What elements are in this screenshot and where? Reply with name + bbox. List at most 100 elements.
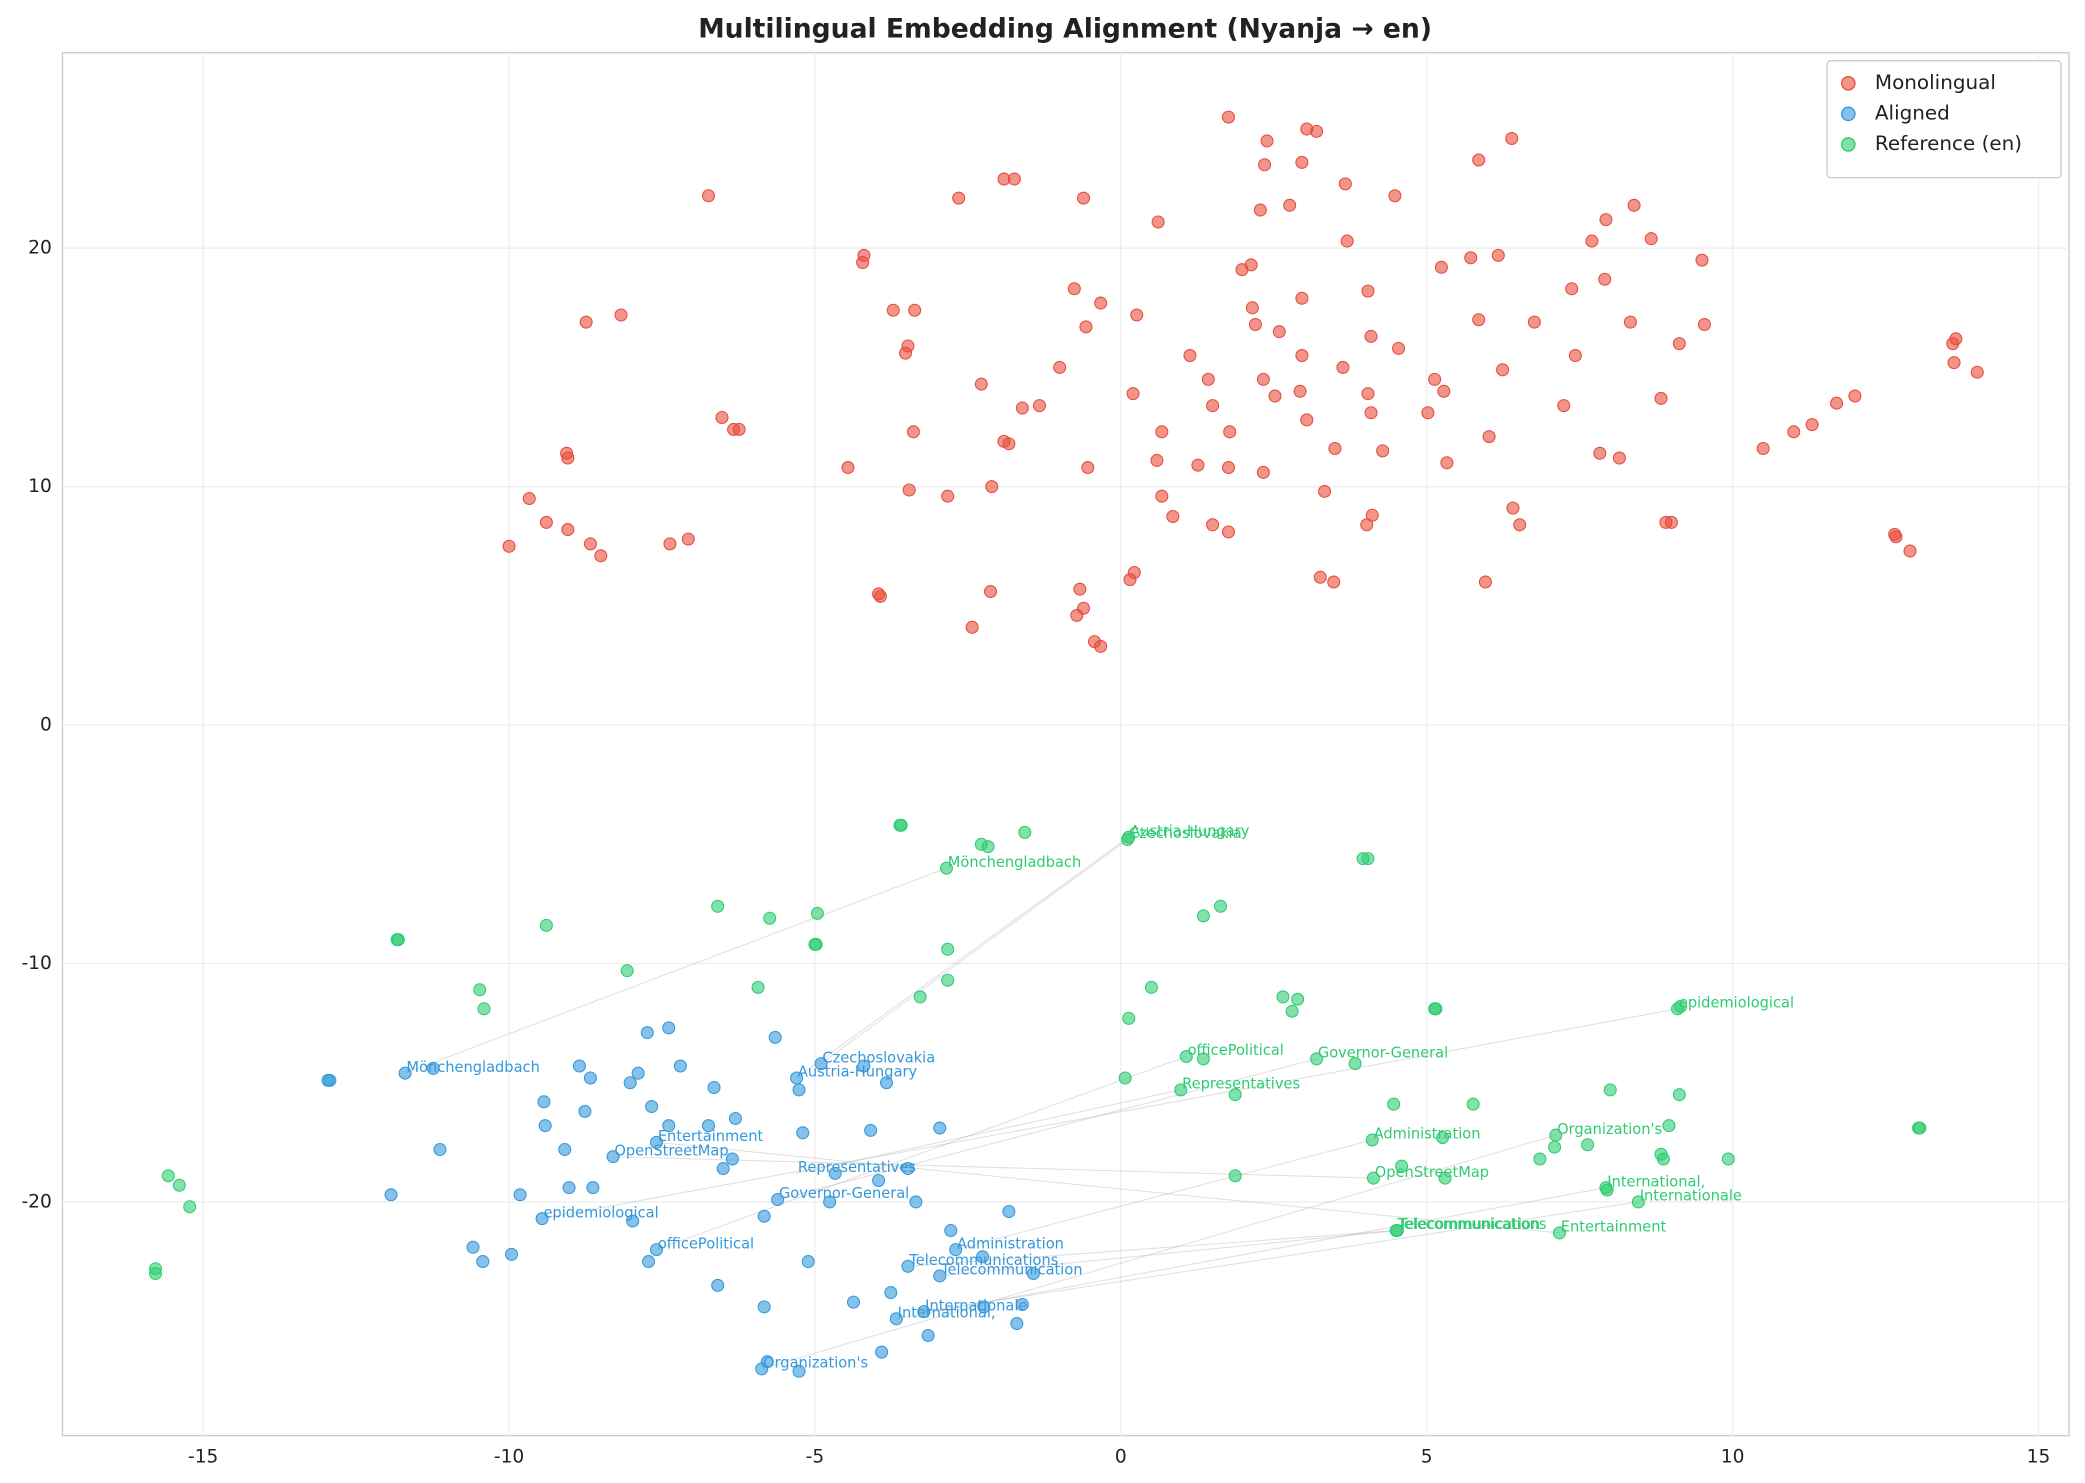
point: [1221, 461, 1236, 475]
point: [640, 1026, 654, 1040]
alignment-line: [820, 839, 1128, 1065]
point: [1291, 992, 1305, 1006]
aligned-label: International,: [898, 1304, 996, 1321]
point: [384, 1188, 398, 1202]
point: [711, 1278, 725, 1292]
point: [502, 539, 516, 553]
alignment-line: [542, 1008, 1678, 1220]
point: [974, 377, 988, 391]
point: [1672, 1088, 1686, 1102]
point: [1276, 990, 1290, 1004]
point: [1010, 1317, 1024, 1331]
point: [1438, 1171, 1452, 1185]
point: [1126, 387, 1140, 401]
alignment-line: [939, 1230, 1398, 1277]
point: [901, 1162, 915, 1176]
point: [889, 1312, 903, 1326]
point: [1228, 1088, 1242, 1102]
point: [1600, 1183, 1614, 1197]
legend-label: Aligned: [1875, 100, 1950, 124]
point: [841, 461, 855, 475]
point: [1513, 518, 1527, 532]
reference-label: Mönchengladbach: [948, 854, 1081, 871]
point: [1947, 356, 1961, 370]
point: [1151, 215, 1165, 229]
point: [1026, 1266, 1040, 1280]
point: [148, 1266, 162, 1280]
alignment-line: [777, 1058, 1317, 1201]
point: [1214, 899, 1228, 913]
legend-marker: [1840, 106, 1856, 122]
point: [921, 1328, 935, 1342]
reference-label: Telecommunication: [1398, 1216, 1540, 1233]
point: [1123, 573, 1137, 587]
point: [792, 1083, 806, 1097]
point: [398, 1066, 412, 1080]
point: [933, 1269, 947, 1283]
point: [1245, 301, 1259, 315]
reference-label: Telecommunications: [1396, 1216, 1546, 1233]
aligned-label: Telecommunication: [940, 1262, 1082, 1279]
point: [1848, 389, 1862, 403]
point: [1721, 1152, 1735, 1166]
point: [755, 1362, 769, 1376]
point: [391, 933, 405, 947]
legend-marker: [1840, 137, 1856, 152]
point: [1496, 363, 1510, 377]
point: [1235, 263, 1249, 277]
reference-label: officePolitical: [1188, 1042, 1284, 1059]
y-tick-label: -20: [21, 1191, 51, 1212]
point: [856, 256, 870, 270]
alignment-line: [613, 1156, 1374, 1179]
point: [1221, 110, 1236, 124]
point: [1599, 213, 1613, 227]
point: [426, 1061, 440, 1075]
point: [561, 451, 575, 465]
point: [1094, 639, 1108, 653]
point: [768, 1030, 782, 1044]
point: [906, 425, 920, 439]
point: [894, 818, 908, 832]
point: [701, 1119, 716, 1133]
point: [701, 189, 716, 203]
reference-label: International,: [1607, 1173, 1705, 1190]
point: [562, 1181, 576, 1195]
point: [663, 537, 677, 551]
point: [1581, 1138, 1595, 1152]
point: [732, 422, 746, 436]
point: [902, 483, 916, 497]
x-tick-label: 10: [1721, 1446, 1745, 1467]
reference-label: Austria-Hungary: [1130, 823, 1250, 840]
point: [1361, 387, 1375, 401]
point: [1310, 1052, 1324, 1066]
point: [1472, 313, 1486, 327]
point: [172, 1178, 186, 1192]
point: [1256, 465, 1270, 479]
point: [662, 1021, 676, 1035]
point: [642, 1255, 656, 1269]
point: [857, 1059, 871, 1073]
point: [886, 303, 900, 317]
point: [1478, 575, 1492, 589]
x-tick-label: 15: [2027, 1446, 2051, 1467]
point: [909, 1195, 923, 1209]
point: [985, 480, 999, 494]
reference-label: Representatives: [1182, 1076, 1300, 1093]
aligned-label: Administration: [957, 1235, 1064, 1252]
aligned-label: epidemiological: [543, 1204, 658, 1221]
point: [1395, 1159, 1409, 1173]
point: [1081, 461, 1095, 475]
point: [662, 1119, 676, 1133]
point: [1070, 608, 1084, 622]
point: [1472, 153, 1486, 167]
aligned-label: Czechoslovakia: [822, 1049, 935, 1066]
point: [539, 918, 553, 932]
chart-title: Multilingual Embedding Alignment (Nyanja…: [698, 14, 1432, 45]
point: [649, 1243, 664, 1257]
point: [1155, 489, 1169, 503]
point: [513, 1188, 527, 1202]
point: [539, 515, 553, 529]
point: [1436, 1131, 1450, 1145]
point: [1340, 234, 1354, 248]
legend-marker: [1840, 75, 1856, 91]
